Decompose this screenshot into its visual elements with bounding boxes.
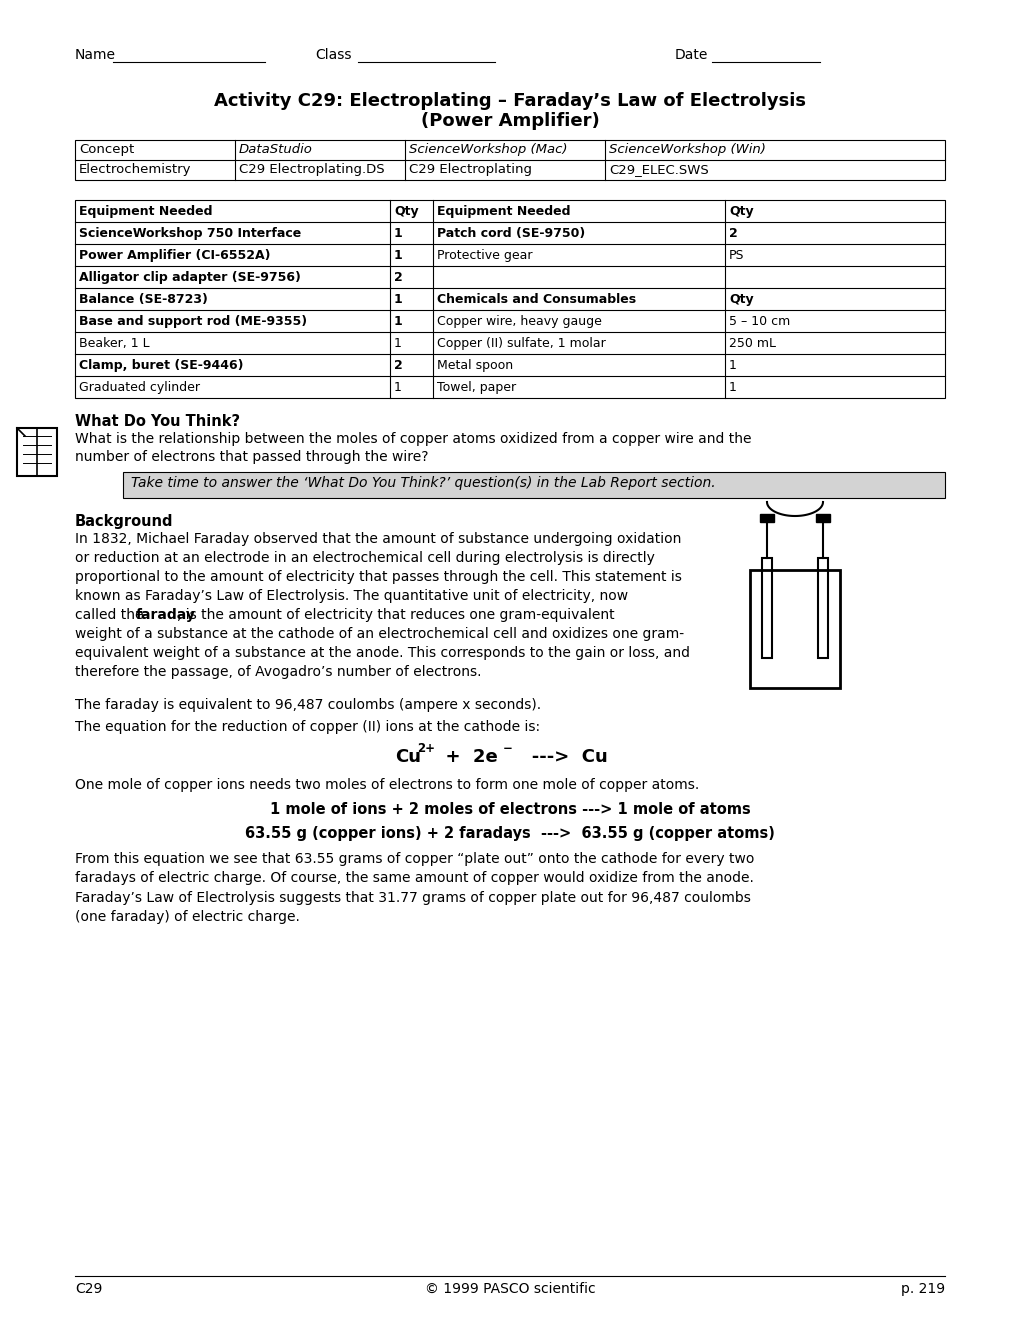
- Text: Cu: Cu: [394, 748, 421, 766]
- Text: Date: Date: [675, 48, 707, 62]
- Text: Class: Class: [315, 48, 352, 62]
- Text: C29: C29: [75, 1282, 102, 1296]
- Text: 1: 1: [729, 381, 736, 393]
- Text: 1: 1: [393, 315, 403, 327]
- Text: 63.55 g (copper ions) + 2 faradays  --->  63.55 g (copper atoms): 63.55 g (copper ions) + 2 faradays ---> …: [245, 826, 774, 841]
- Text: known as Faraday’s Law of Electrolysis. The quantitative unit of electricity, no: known as Faraday’s Law of Electrolysis. …: [75, 589, 628, 603]
- Text: weight of a substance at the cathode of an electrochemical cell and oxidizes one: weight of a substance at the cathode of …: [75, 627, 684, 642]
- Text: In 1832, Michael Faraday observed that the amount of substance undergoing oxidat: In 1832, Michael Faraday observed that t…: [75, 532, 681, 546]
- Text: DataStudio: DataStudio: [238, 143, 313, 156]
- Text: Background: Background: [75, 513, 173, 529]
- Text: Equipment Needed: Equipment Needed: [78, 205, 212, 218]
- Text: Faraday’s Law of Electrolysis suggests that 31.77 grams of copper plate out for : Faraday’s Law of Electrolysis suggests t…: [75, 891, 750, 906]
- Bar: [759, 513, 773, 521]
- Text: PS: PS: [729, 249, 744, 261]
- Text: number of electrons that passed through the wire?: number of electrons that passed through …: [75, 450, 428, 465]
- Text: The faraday is equivalent to 96,487 coulombs (ampere x seconds).: The faraday is equivalent to 96,487 coul…: [75, 698, 541, 711]
- Text: 1: 1: [393, 227, 403, 240]
- Bar: [749, 570, 840, 688]
- Text: p. 219: p. 219: [900, 1282, 944, 1296]
- Text: 2: 2: [393, 359, 403, 372]
- Text: Copper (II) sulfate, 1 molar: Copper (II) sulfate, 1 molar: [436, 337, 605, 350]
- Text: Protective gear: Protective gear: [436, 249, 532, 261]
- Text: Graduated cylinder: Graduated cylinder: [78, 381, 200, 393]
- Text: 1: 1: [393, 249, 403, 261]
- Text: 5 – 10 cm: 5 – 10 cm: [729, 315, 790, 327]
- Text: Take time to answer the ‘What Do You Think?’ question(s) in the Lab Report secti: Take time to answer the ‘What Do You Thi…: [130, 477, 715, 490]
- Text: Power Amplifier (CI-6552A): Power Amplifier (CI-6552A): [78, 249, 270, 261]
- Text: C29 Electroplating.DS: C29 Electroplating.DS: [238, 162, 384, 176]
- Text: or reduction at an electrode in an electrochemical cell during electrolysis is d: or reduction at an electrode in an elect…: [75, 550, 654, 565]
- Text: faradays of electric charge. Of course, the same amount of copper would oxidize : faradays of electric charge. Of course, …: [75, 871, 753, 884]
- Text: From this equation we see that 63.55 grams of copper “plate out” onto the cathod: From this equation we see that 63.55 gra…: [75, 851, 754, 866]
- Text: What Do You Think?: What Do You Think?: [75, 414, 239, 429]
- Text: Electrochemistry: Electrochemistry: [78, 162, 192, 176]
- Text: , is the amount of electricity that reduces one gram-equivalent: , is the amount of electricity that redu…: [176, 609, 613, 622]
- Text: Qty: Qty: [393, 205, 418, 218]
- Text: 2: 2: [729, 227, 737, 240]
- Text: 1 mole of ions + 2 moles of electrons ---> 1 mole of atoms: 1 mole of ions + 2 moles of electrons --…: [269, 803, 750, 817]
- Text: Clamp, buret (SE-9446): Clamp, buret (SE-9446): [78, 359, 244, 372]
- Text: Copper wire, heavy gauge: Copper wire, heavy gauge: [436, 315, 601, 327]
- Text: +  2e: + 2e: [433, 748, 497, 766]
- Text: C29_ELEC.SWS: C29_ELEC.SWS: [608, 162, 708, 176]
- Text: © 1999 PASCO scientific: © 1999 PASCO scientific: [424, 1282, 595, 1296]
- Text: Qty: Qty: [729, 293, 753, 306]
- Text: therefore the passage, of Avogadro’s number of electrons.: therefore the passage, of Avogadro’s num…: [75, 665, 481, 678]
- Text: C29 Electroplating: C29 Electroplating: [409, 162, 532, 176]
- Text: ScienceWorkshop (Win): ScienceWorkshop (Win): [608, 143, 765, 156]
- Text: (Power Amplifier): (Power Amplifier): [420, 112, 599, 129]
- Text: One mole of copper ions needs two moles of electrons to form one mole of copper : One mole of copper ions needs two moles …: [75, 777, 699, 792]
- Text: 1: 1: [393, 381, 401, 393]
- Text: What is the relationship between the moles of copper atoms oxidized from a coppe: What is the relationship between the mol…: [75, 432, 751, 446]
- Text: Balance (SE-8723): Balance (SE-8723): [78, 293, 208, 306]
- Text: Equipment Needed: Equipment Needed: [436, 205, 570, 218]
- Bar: [815, 513, 829, 521]
- Bar: [123, 473, 944, 498]
- Text: equivalent weight of a substance at the anode. This corresponds to the gain or l: equivalent weight of a substance at the …: [75, 645, 689, 660]
- Text: Towel, paper: Towel, paper: [436, 381, 516, 393]
- Text: 2: 2: [393, 271, 403, 284]
- Text: ScienceWorkshop (Mac): ScienceWorkshop (Mac): [409, 143, 567, 156]
- Text: 250 mL: 250 mL: [729, 337, 775, 350]
- Text: (one faraday) of electric charge.: (one faraday) of electric charge.: [75, 909, 300, 924]
- Text: Chemicals and Consumables: Chemicals and Consumables: [436, 293, 636, 306]
- Bar: [761, 558, 771, 657]
- Bar: [75, 140, 944, 180]
- Text: Qty: Qty: [729, 205, 753, 218]
- Text: Concept: Concept: [78, 143, 135, 156]
- Text: 1: 1: [393, 293, 403, 306]
- Text: 1: 1: [729, 359, 736, 372]
- Text: Activity C29: Electroplating – Faraday’s Law of Electrolysis: Activity C29: Electroplating – Faraday’s…: [214, 92, 805, 110]
- Text: 1: 1: [393, 337, 401, 350]
- Text: Beaker, 1 L: Beaker, 1 L: [78, 337, 150, 350]
- Text: Name: Name: [75, 48, 116, 62]
- Text: --->  Cu: ---> Cu: [513, 748, 607, 766]
- Bar: [75, 201, 944, 399]
- Bar: [817, 558, 827, 657]
- Text: proportional to the amount of electricity that passes through the cell. This sta: proportional to the amount of electricit…: [75, 570, 682, 583]
- Text: ScienceWorkshop 750 Interface: ScienceWorkshop 750 Interface: [78, 227, 301, 240]
- Text: 2+: 2+: [417, 742, 434, 755]
- Text: Metal spoon: Metal spoon: [436, 359, 513, 372]
- Text: Patch cord (SE-9750): Patch cord (SE-9750): [436, 227, 585, 240]
- Text: Alligator clip adapter (SE-9756): Alligator clip adapter (SE-9756): [78, 271, 301, 284]
- Bar: [17, 428, 57, 477]
- Text: faraday: faraday: [136, 609, 196, 622]
- Text: Base and support rod (ME-9355): Base and support rod (ME-9355): [78, 315, 307, 327]
- Text: The equation for the reduction of copper (II) ions at the cathode is:: The equation for the reduction of copper…: [75, 719, 540, 734]
- Text: called the: called the: [75, 609, 148, 622]
- Text: −: −: [502, 742, 513, 755]
